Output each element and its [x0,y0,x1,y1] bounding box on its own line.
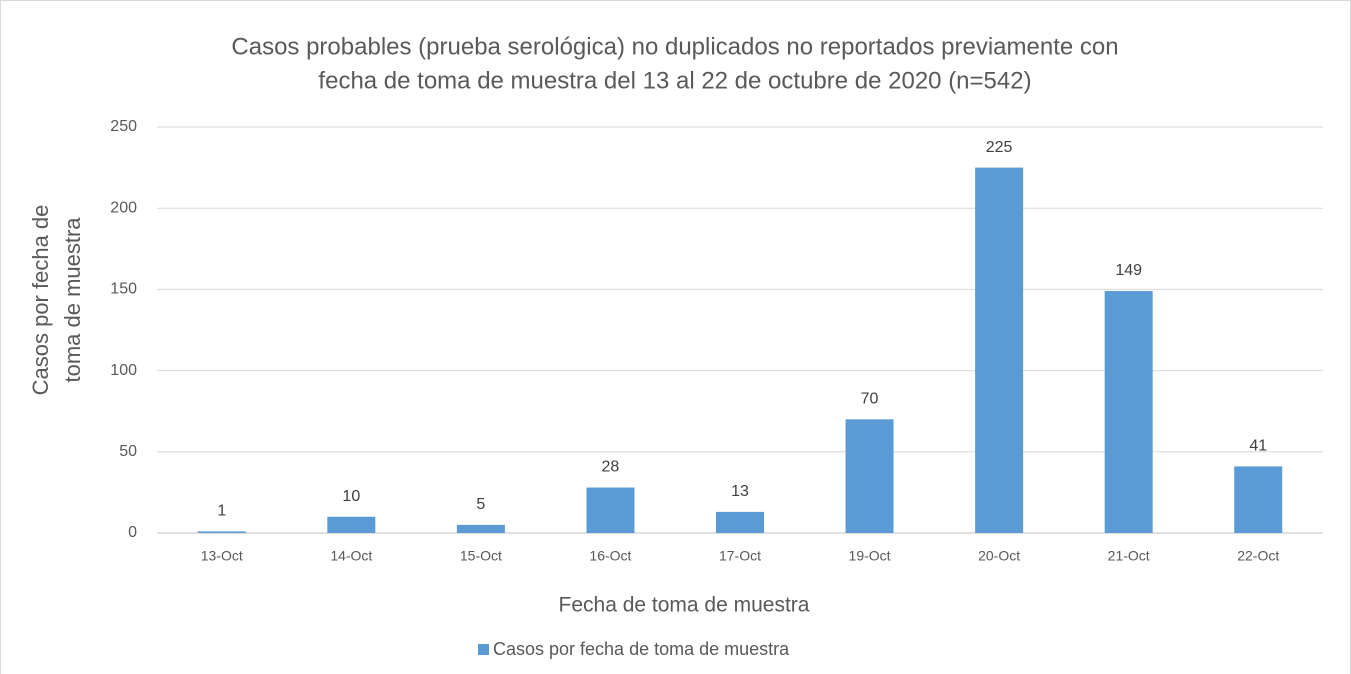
x-tick-label: 14-Oct [330,548,372,564]
legend-swatch [478,644,489,655]
data-label: 1 [217,503,226,520]
y-tick-label: 0 [128,524,137,541]
y-axis-label: toma de muestra [60,217,85,383]
legend-label: Casos por fecha de toma de muestra [493,639,790,659]
bar [197,531,246,533]
x-tick-label: 21-Oct [1108,548,1150,564]
x-axis-label: Fecha de toma de muestra [559,594,810,617]
bar [327,516,376,533]
x-tick-label: 15-Oct [460,548,502,564]
data-label: 225 [986,139,1013,156]
data-label: 41 [1249,438,1267,455]
y-tick-label: 150 [110,281,137,298]
y-tick-label: 100 [110,362,137,379]
y-axis-label: Casos por fecha de [28,205,53,396]
bar [845,419,894,533]
data-label: 70 [861,391,879,408]
bar [456,524,505,533]
data-label: 149 [1115,262,1142,279]
chart-title: Casos probables (prueba serológica) no d… [231,33,1118,60]
bar [1104,291,1153,533]
y-tick-label: 50 [119,443,137,460]
data-label: 28 [602,459,620,476]
bar [716,511,764,533]
bar [975,167,1024,533]
x-tick-label: 20-Oct [978,548,1020,564]
x-tick-label: 17-Oct [719,548,761,564]
data-label: 13 [731,483,749,500]
x-tick-label: 22-Oct [1237,548,1279,564]
x-tick-label: 19-Oct [849,548,891,564]
bar [1234,466,1283,533]
chart-title: fecha de toma de muestra del 13 al 22 de… [318,67,1031,94]
bar [586,487,635,533]
data-label: 5 [476,496,485,513]
data-label: 10 [342,488,360,505]
y-tick-label: 200 [110,199,137,216]
x-tick-label: 16-Oct [589,548,631,564]
y-tick-label: 250 [110,118,137,135]
x-tick-label: 13-Oct [201,548,243,564]
